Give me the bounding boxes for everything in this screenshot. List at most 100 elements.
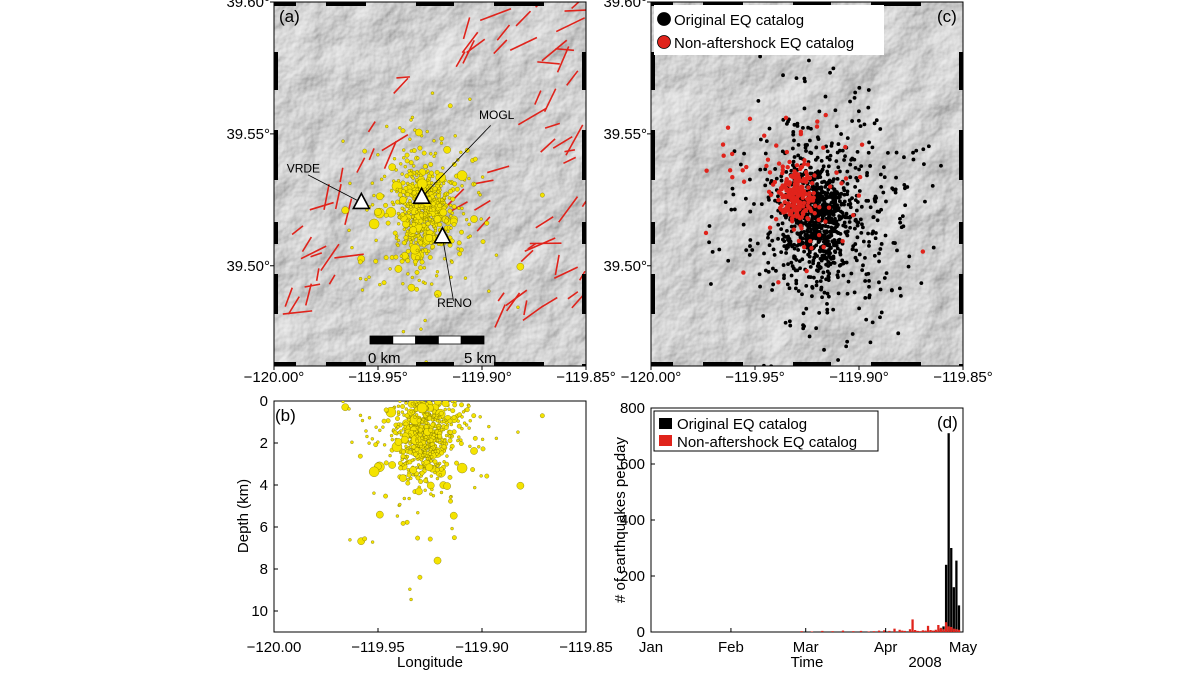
original-event-marker: [794, 76, 799, 81]
event-marker: [428, 162, 434, 167]
original-event-marker: [793, 286, 798, 291]
original-event-marker: [815, 135, 820, 140]
original-event-marker: [790, 146, 795, 151]
event-marker: [396, 243, 400, 248]
event-marker: [438, 410, 444, 416]
original-event-marker: [833, 108, 838, 113]
nonaftershock-event-marker: [827, 184, 833, 189]
original-event-marker: [867, 140, 871, 145]
event-marker: [415, 210, 419, 214]
event-marker: [370, 181, 375, 185]
original-event-marker: [836, 269, 841, 274]
original-event-marker: [772, 253, 777, 257]
original-event-marker: [829, 233, 834, 238]
nonaftershock-bar: [955, 629, 958, 632]
original-event-marker: [844, 344, 849, 349]
frame-segment: [582, 222, 586, 244]
nonaftershock-event-marker: [799, 226, 804, 231]
panel-c-frame: [650, 1, 964, 367]
original-event-marker: [836, 222, 840, 227]
original-event-marker: [867, 284, 871, 289]
event-marker: [412, 164, 416, 168]
event-marker: [450, 211, 455, 215]
original-event-marker: [801, 326, 806, 331]
station-label: VRDE: [287, 161, 320, 175]
x-tick-label: Mar: [793, 639, 819, 656]
event-marker: [468, 234, 472, 238]
fault-trace: [564, 148, 576, 153]
scale-bar-end-label: 5 km: [464, 350, 497, 367]
original-event-marker: [780, 149, 785, 154]
event-marker: [396, 238, 401, 243]
event-marker: [421, 150, 427, 156]
event-marker: [410, 458, 414, 462]
event-marker: [435, 476, 440, 481]
nonaftershock-event-marker: [812, 173, 817, 178]
original-event-marker: [848, 225, 852, 230]
original-event-marker: [809, 151, 814, 156]
event-marker: [421, 249, 425, 253]
nonaftershock-event-marker: [826, 205, 832, 210]
original-event-marker: [895, 248, 899, 253]
original-event-marker: [773, 167, 778, 171]
original-event-marker: [838, 169, 842, 174]
nonaftershock-bar: [903, 630, 906, 632]
original-event-marker: [864, 317, 869, 322]
original-event-marker: [818, 171, 823, 175]
nonaftershock-event-marker: [796, 193, 802, 198]
original-event-marker: [855, 235, 860, 240]
original-event-marker: [893, 241, 897, 245]
original-event-marker: [795, 268, 800, 273]
event-marker: [376, 192, 384, 201]
original-event-marker: [820, 194, 825, 199]
event-marker: [442, 460, 446, 464]
fault-trace: [544, 122, 561, 129]
original-event-marker: [867, 243, 871, 248]
event-marker: [487, 289, 491, 293]
original-event-marker: [819, 158, 824, 163]
nonaftershock-event-marker: [781, 210, 786, 215]
event-marker: [411, 190, 417, 196]
event-marker: [432, 414, 436, 418]
nonaftershock-bar: [859, 630, 863, 632]
event-marker: [398, 126, 402, 130]
y-tick-label: 10: [251, 603, 268, 620]
event-marker: [381, 425, 385, 429]
frame-segment: [582, 130, 586, 180]
original-event-marker: [814, 268, 819, 273]
event-marker: [415, 487, 423, 496]
original-event-marker: [774, 176, 779, 181]
original-event-marker: [833, 194, 838, 199]
original-event-marker: [831, 226, 836, 231]
y-tick-label: 39.50°: [603, 258, 647, 275]
original-event-marker: [850, 247, 855, 252]
original-event-marker: [837, 217, 842, 222]
nonaftershock-event-marker: [784, 149, 790, 155]
fault-trace: [282, 310, 313, 315]
original-event-marker: [873, 236, 878, 241]
original-event-marker: [792, 254, 796, 259]
event-marker: [463, 276, 468, 280]
event-marker: [473, 485, 477, 490]
frame-segment: [651, 274, 655, 314]
event-marker: [398, 460, 403, 466]
event-marker: [350, 440, 354, 444]
nonaftershock-event-marker: [807, 197, 812, 202]
event-marker: [435, 452, 439, 456]
original-event-marker: [829, 257, 834, 261]
event-marker: [442, 439, 447, 443]
original-event-marker: [816, 240, 821, 245]
original-event-marker: [744, 248, 749, 252]
original-event-marker: [782, 273, 786, 278]
event-marker: [460, 206, 464, 211]
original-event-marker: [814, 326, 819, 331]
nonaftershock-bar: [831, 631, 834, 632]
original-event-marker: [833, 250, 838, 255]
event-marker: [414, 173, 419, 177]
x-tick-label: Feb: [718, 639, 744, 656]
event-marker: [383, 407, 389, 413]
event-marker: [410, 181, 415, 186]
original-event-marker: [707, 240, 711, 245]
original-event-marker: [826, 187, 831, 192]
